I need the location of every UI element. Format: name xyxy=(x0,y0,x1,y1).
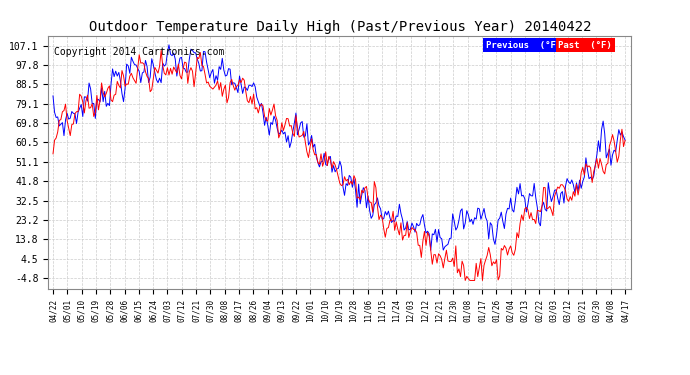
Title: Outdoor Temperature Daily High (Past/Previous Year) 20140422: Outdoor Temperature Daily High (Past/Pre… xyxy=(88,21,591,34)
Text: Previous  (°F): Previous (°F) xyxy=(486,41,561,50)
Text: Copyright 2014 Cartronics.com: Copyright 2014 Cartronics.com xyxy=(54,47,224,57)
Text: Past  (°F): Past (°F) xyxy=(558,41,612,50)
